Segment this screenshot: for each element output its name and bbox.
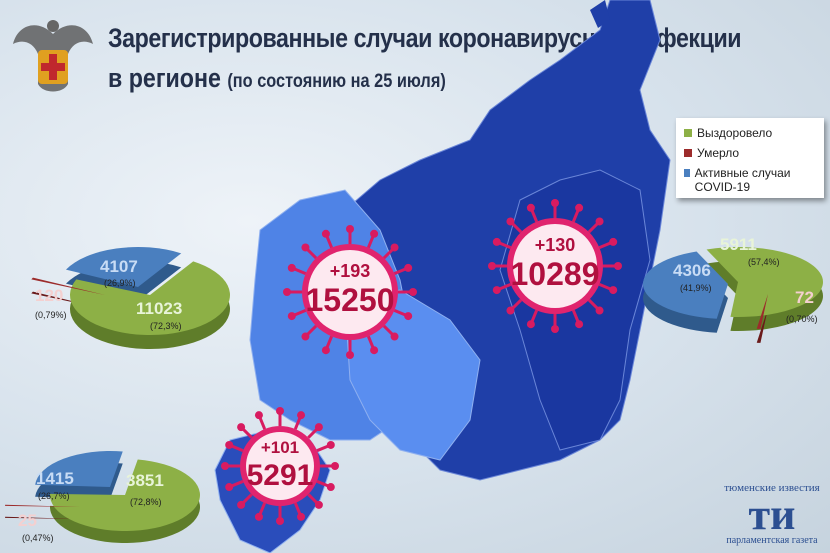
title-region: в регионе bbox=[108, 63, 221, 93]
legend-label: Активные случаи COVID-19 bbox=[694, 166, 791, 194]
logo-bottom-text: парламентская газета bbox=[726, 535, 818, 546]
pie1-slice-active bbox=[65, 247, 182, 287]
region1-total: 15250 bbox=[305, 282, 395, 318]
pie1-slice-died bbox=[31, 277, 105, 295]
pie3-active-pct: (41,9%) bbox=[680, 283, 712, 293]
legend-swatch-blue-icon bbox=[684, 169, 690, 177]
pie3-slice-recovered bbox=[706, 247, 823, 317]
pie2-active-value: 1415 bbox=[36, 469, 74, 488]
virus-badge-1-icon bbox=[283, 225, 417, 359]
pie3-slice-died bbox=[756, 294, 768, 329]
pie1-recovered-value: 11023 bbox=[136, 299, 183, 318]
legend-label: Выздоровело bbox=[697, 126, 773, 140]
pie1-active-value: 4107 bbox=[100, 257, 138, 276]
region3-total: 5291 bbox=[246, 459, 314, 492]
logo-top-text: тюменские известия bbox=[724, 482, 820, 494]
pie2-recovered-pct: (72,8%) bbox=[130, 497, 162, 507]
pie2-recovered-value: 3851 bbox=[126, 471, 164, 490]
pie2-slice-active bbox=[35, 451, 123, 487]
pie1-died-pct: (0,79%) bbox=[35, 310, 67, 320]
region1-delta: +193 bbox=[329, 261, 371, 281]
region3-delta: +101 bbox=[260, 438, 300, 457]
pie1-slice-recovered bbox=[70, 261, 230, 335]
pie2-slice-recovered bbox=[50, 459, 200, 531]
newspaper-logo: тюменские известия ти парламентская газе… bbox=[722, 482, 822, 547]
legend-swatch-red-icon bbox=[684, 149, 692, 157]
map-region-khmao-west[interactable] bbox=[344, 289, 481, 461]
legend-label: Умерло bbox=[697, 146, 740, 160]
legend-item-died: Умерло bbox=[684, 146, 739, 160]
pie3-active-value: 4306 bbox=[673, 261, 711, 280]
title-line-2: в регионе (по состоянию на 25 июля) bbox=[108, 62, 446, 98]
region2-delta: +130 bbox=[534, 235, 576, 255]
pie3-recovered-value: 5911 bbox=[720, 235, 757, 254]
region2-total: 10289 bbox=[510, 256, 600, 292]
virus-badge-2-icon bbox=[488, 199, 622, 333]
pie1-recovered-pct: (72,3%) bbox=[150, 321, 182, 331]
pie3-slice-died-side bbox=[756, 308, 768, 343]
subtitle-date: (по состоянию на 25 июля) bbox=[227, 71, 446, 92]
map-island[interactable] bbox=[590, 0, 610, 28]
pie3-recovered-pct: (57,4%) bbox=[748, 257, 780, 267]
legend-item-active: Активные случаи COVID-19 bbox=[684, 166, 804, 194]
pie2-died-pct: (0,47%) bbox=[22, 533, 54, 543]
pie2-died-value: 25 bbox=[18, 511, 37, 530]
pie3-died-pct: (0,70%) bbox=[786, 314, 818, 324]
pie1-active-pct: (26,9%) bbox=[104, 278, 136, 288]
pie3-died-value: 72 bbox=[795, 288, 814, 307]
pie2-active-pct: (26,7%) bbox=[38, 491, 70, 501]
pie2-slice-died bbox=[5, 504, 81, 507]
pie3-slice-active bbox=[643, 251, 728, 319]
logo-mark: ти bbox=[748, 490, 796, 539]
legend: Выздоровело Умерло Активные случаи COVID… bbox=[676, 118, 824, 198]
pie2-slice-died-side bbox=[5, 516, 81, 519]
legend-item-recovered: Выздоровело bbox=[684, 126, 772, 140]
pie1-died-value: 120 bbox=[35, 286, 64, 305]
rospotrebnadzor-emblem-icon bbox=[13, 20, 93, 92]
virus-badge-3-icon bbox=[221, 407, 339, 525]
legend-swatch-green-icon bbox=[684, 129, 692, 137]
